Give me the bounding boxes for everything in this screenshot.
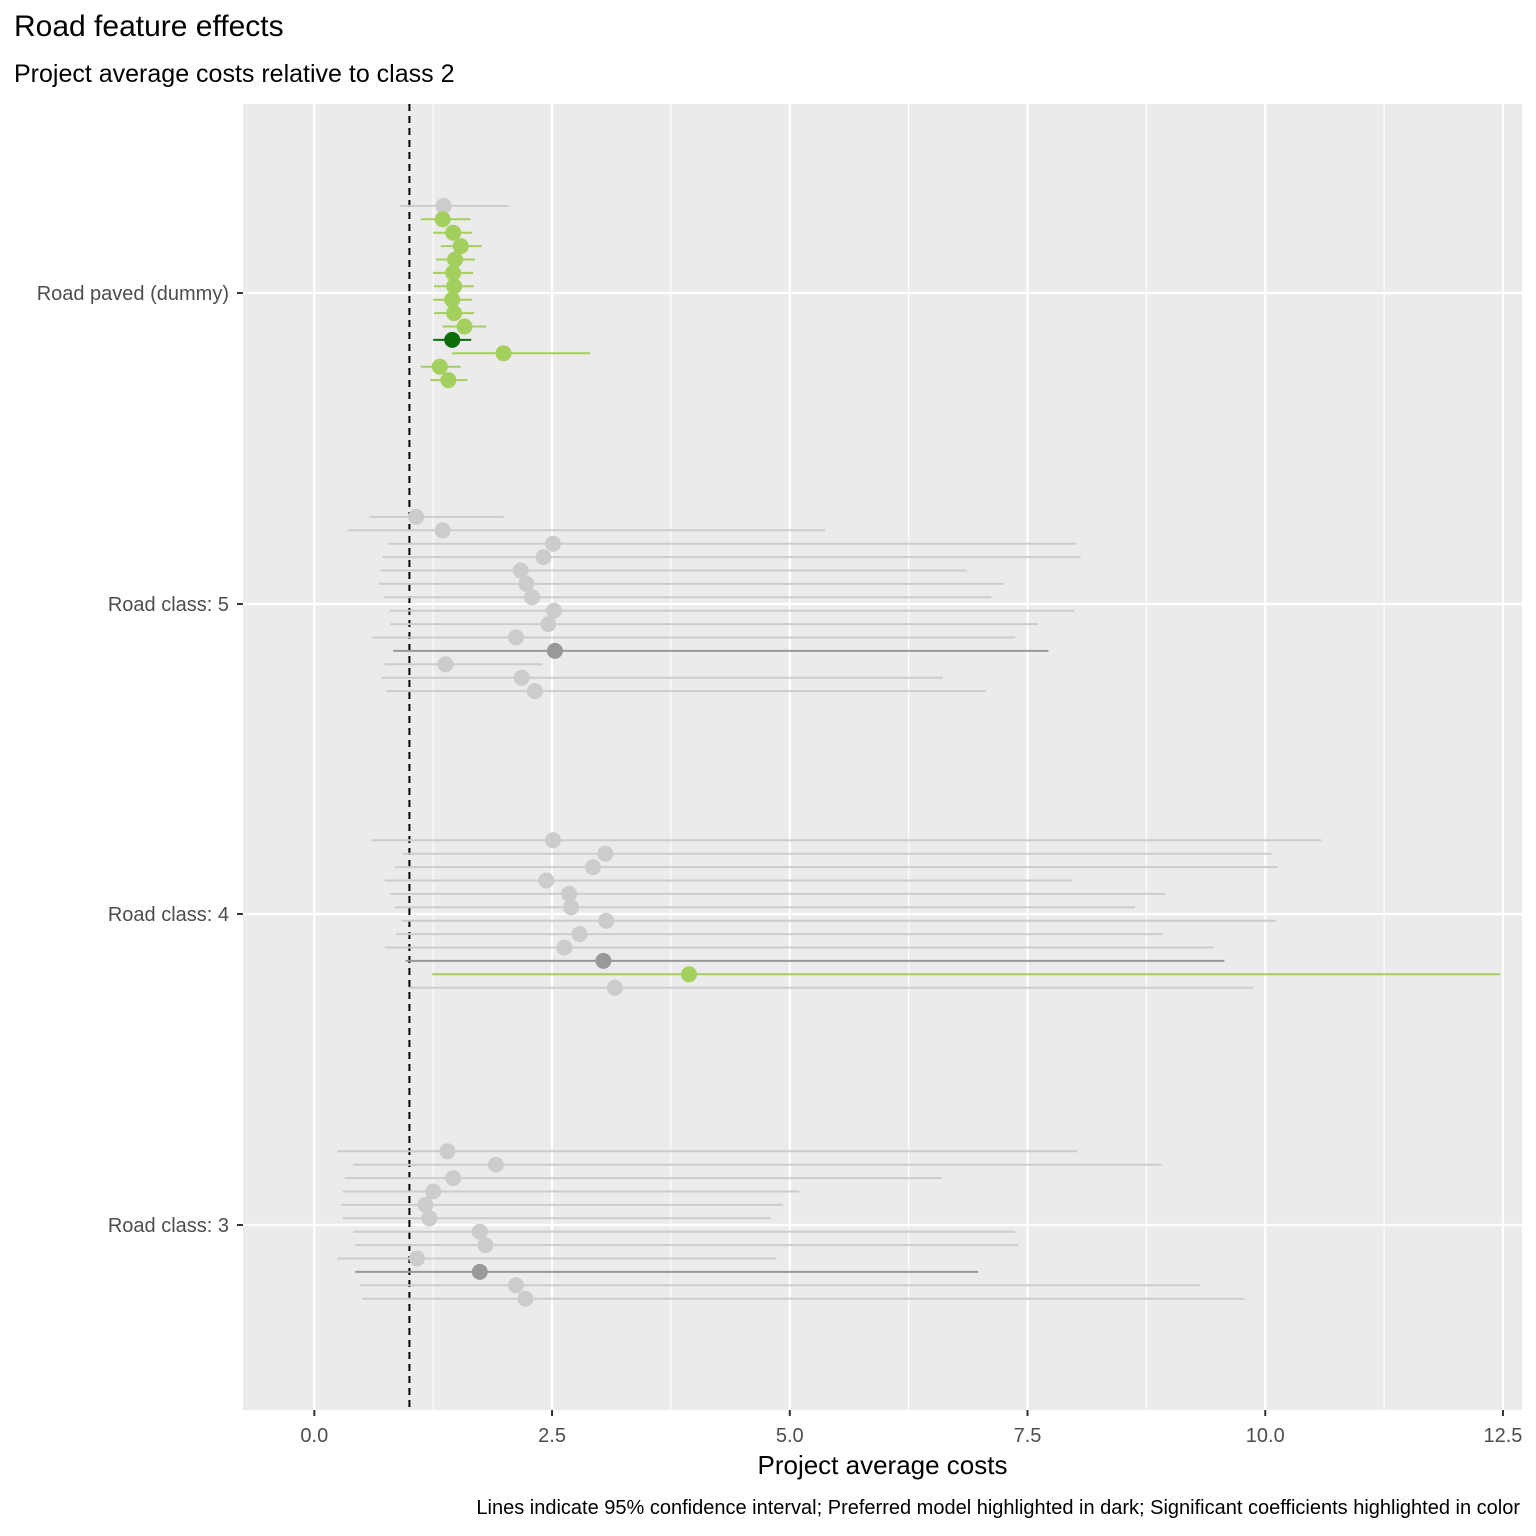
estimate-point [452, 238, 469, 255]
x-tick-label: 0.0 [300, 1425, 328, 1447]
y-tick-label: Road paved (dummy) [37, 283, 229, 305]
chart-caption: Lines indicate 95% confidence interval; … [476, 1497, 1520, 1519]
estimate-point [445, 224, 462, 241]
estimate-point [571, 926, 588, 943]
estimate-point [487, 1156, 504, 1173]
chart-title: Road feature effects [14, 10, 284, 43]
estimate-point [556, 939, 573, 956]
estimate-point [431, 358, 448, 375]
x-tick-label: 10.0 [1246, 1425, 1285, 1447]
estimate-point [434, 522, 451, 539]
estimate-point [495, 345, 512, 362]
x-tick-label: 2.5 [538, 1425, 566, 1447]
estimate-point [437, 656, 454, 673]
estimate-point [524, 589, 541, 606]
estimate-point [535, 549, 552, 566]
estimate-point [477, 1237, 494, 1254]
estimate-point [545, 535, 562, 552]
estimate-point [445, 264, 462, 281]
estimate-point [417, 1196, 434, 1213]
estimate-point [598, 912, 615, 929]
estimate-point [421, 1210, 438, 1227]
x-tick-label: 12.5 [1484, 1425, 1523, 1447]
estimate-point [680, 966, 697, 983]
estimate-point [597, 845, 614, 862]
estimate-point [595, 952, 612, 969]
estimate-point [444, 291, 461, 308]
estimate-point [540, 616, 557, 633]
estimate-point [435, 197, 452, 214]
axis-layer: 0.0 2.5 5.0 7.5 10.0 12.5 Road paved (dummy) Ro… [37, 283, 1523, 1447]
estimate-point [439, 1143, 456, 1160]
estimate-point [446, 278, 463, 295]
estimate-point [545, 602, 562, 619]
estimate-point [425, 1183, 442, 1200]
estimate-point [584, 859, 601, 876]
x-tick-label: 7.5 [1014, 1425, 1042, 1447]
estimate-point [447, 251, 464, 268]
estimate-point [444, 331, 461, 348]
estimate-point [513, 669, 530, 686]
estimate-point [561, 885, 578, 902]
y-tick-label: Road class: 5 [108, 594, 229, 616]
grid-lines [243, 104, 1522, 1410]
estimate-point [471, 1263, 488, 1280]
estimate-point [440, 372, 457, 389]
estimate-point [471, 1223, 488, 1240]
y-tick-label: Road class: 3 [108, 1215, 229, 1237]
estimate-point [445, 1170, 462, 1187]
estimate-point [526, 683, 543, 700]
estimate-point [563, 899, 580, 916]
estimate-point [507, 1277, 524, 1294]
x-axis-title: Project average costs [757, 1450, 1008, 1480]
estimate-point [606, 979, 623, 996]
chart-subtitle: Project average costs relative to class … [14, 60, 455, 88]
estimate-point [507, 629, 524, 646]
estimate-point [409, 1250, 426, 1267]
data-layer [337, 197, 1501, 1307]
estimate-point [512, 562, 529, 579]
estimate-point [456, 318, 473, 335]
x-tick-label: 5.0 [776, 1425, 804, 1447]
estimate-point [434, 211, 451, 228]
estimate-point [538, 872, 555, 889]
estimate-point [546, 642, 563, 659]
estimate-point [446, 305, 463, 322]
estimate-point [545, 832, 562, 849]
estimate-point [518, 575, 535, 592]
estimate-point [517, 1290, 534, 1307]
estimate-point [408, 508, 425, 525]
y-tick-label: Road class: 4 [108, 904, 229, 926]
